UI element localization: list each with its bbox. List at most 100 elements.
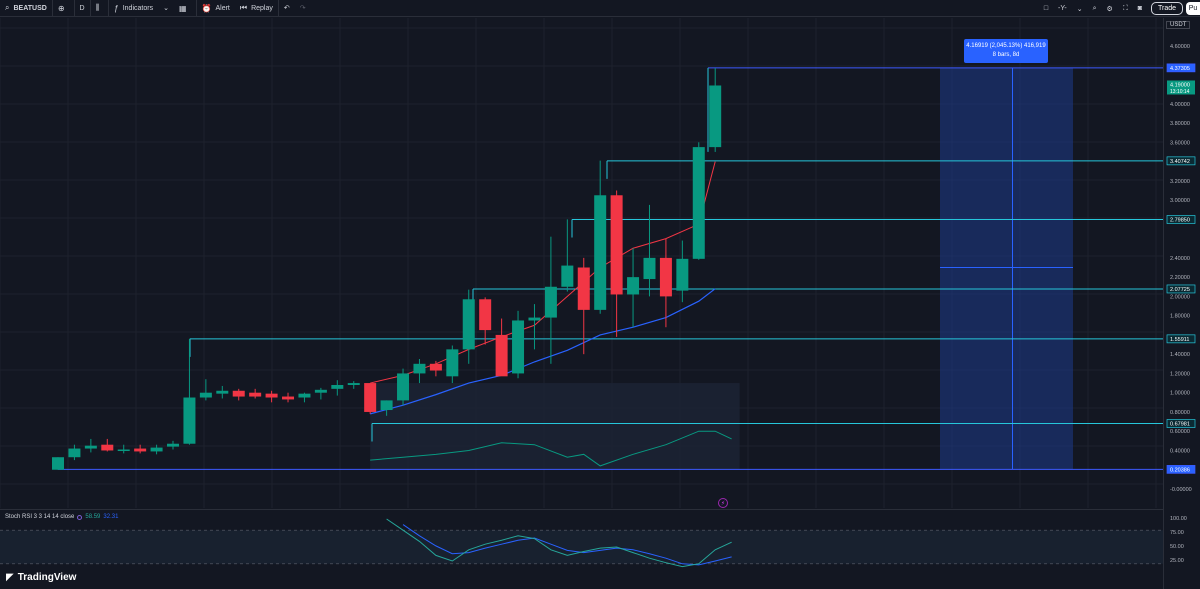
- currency-label[interactable]: USDT: [1166, 21, 1191, 29]
- candle-body: [101, 444, 114, 451]
- candle: [183, 338, 196, 445]
- candle-body: [643, 257, 656, 280]
- chevron-down-icon: ⌄: [163, 5, 169, 12]
- quick-search-button[interactable]: ⌕: [1088, 0, 1102, 17]
- event-lightning-icon[interactable]: ⚡: [718, 498, 728, 508]
- candle: [249, 388, 262, 399]
- candle: [134, 444, 147, 454]
- price-chart[interactable]: [0, 18, 1163, 508]
- candle-body: [331, 384, 344, 389]
- candle-body: [232, 390, 245, 397]
- price-level-badge: [1166, 215, 1196, 224]
- candle-body: [364, 383, 377, 412]
- symbol-search[interactable]: ⌕ BEATUSD: [0, 0, 53, 17]
- indicators-button[interactable]: ƒ Indicators: [109, 0, 158, 17]
- candle-body: [659, 257, 672, 297]
- replay-label: Replay: [251, 4, 273, 12]
- candle: [314, 387, 327, 400]
- layout-menu-button[interactable]: ⌄: [1072, 0, 1088, 17]
- price-axis-label: 4.00000: [1170, 102, 1190, 108]
- candle-body: [413, 363, 426, 374]
- candle: [282, 392, 295, 403]
- candle: [380, 400, 393, 416]
- candle-body: [84, 445, 97, 449]
- price-axis-label: 1.00000: [1170, 391, 1190, 397]
- settings-button[interactable]: ⚙: [1102, 0, 1118, 17]
- candle-body: [692, 147, 705, 259]
- snapshot-button[interactable]: ◙: [1133, 0, 1147, 17]
- indicators-menu-button[interactable]: ⌄: [158, 0, 174, 17]
- chevron-down-icon: ⌄: [1076, 5, 1083, 13]
- rewind-icon: ⏮: [239, 3, 248, 12]
- alert-label: Alert: [215, 4, 230, 12]
- interval-button[interactable]: D: [75, 0, 91, 17]
- layout-label: -Y-: [1058, 5, 1067, 12]
- candle-body: [544, 286, 557, 318]
- stoch-d-value: 32.31: [103, 514, 119, 520]
- tradingview-logo[interactable]: ◤ TradingView: [6, 572, 76, 583]
- measure-tooltip-line2: 8 bars, 8d: [992, 52, 1020, 58]
- price-chart-svg[interactable]: [0, 18, 1163, 508]
- indicator-status-icon: [77, 514, 83, 520]
- layout-name[interactable]: -Y-: [1053, 0, 1072, 17]
- candle-body: [610, 195, 623, 295]
- candle-body: [347, 383, 360, 385]
- volume-profile-area: [370, 383, 740, 469]
- undo-icon: ↶: [283, 5, 290, 12]
- candle: [709, 68, 722, 152]
- toolbar-right: □ -Y- ⌄ ⌕ ⚙ ⛶ ◙ Trade Pu: [1039, 0, 1200, 17]
- price-level-value: 1.55911: [1170, 337, 1189, 343]
- price-axis-label: 2.00000: [1170, 294, 1190, 300]
- candle-body: [577, 267, 590, 310]
- price-axis[interactable]: 4.60000 4.00000 3.80000 3.60000 3.20000 3.000…: [1163, 18, 1200, 589]
- redo-button[interactable]: ↷: [295, 0, 311, 17]
- candle-body: [429, 363, 442, 371]
- candle: [594, 160, 607, 314]
- price-level-value: 0.20386: [1170, 467, 1190, 473]
- stoch-rsi-pane[interactable]: [0, 509, 1163, 589]
- price-level-badge: [1166, 465, 1196, 474]
- candle: [528, 304, 541, 350]
- stoch-axis-label: 25.00: [1170, 558, 1184, 564]
- price-level-badge: [1166, 63, 1196, 73]
- layout-select-button[interactable]: □: [1039, 0, 1053, 17]
- candle: [52, 457, 64, 470]
- replay-button[interactable]: ⏮ Replay: [235, 0, 279, 17]
- candle-body: [528, 317, 541, 321]
- candle: [216, 385, 229, 399]
- trade-button[interactable]: Trade: [1150, 2, 1183, 15]
- candle: [364, 383, 377, 414]
- candle-body: [282, 396, 295, 400]
- price-level-value: 0.67981: [1170, 422, 1190, 428]
- price-axis-label: 4.60000: [1170, 44, 1190, 50]
- alert-button[interactable]: ⏰ Alert: [197, 0, 235, 17]
- candle: [429, 360, 442, 377]
- candle-body: [117, 449, 130, 452]
- templates-button[interactable]: ▦: [174, 0, 197, 17]
- fullscreen-button[interactable]: ⛶: [1118, 0, 1133, 17]
- candle-body: [298, 393, 311, 398]
- price-axis-label: 1.20000: [1170, 371, 1190, 377]
- price-axis-svg: 4.60000 4.00000 3.80000 3.60000 3.20000 3.000…: [1166, 44, 1196, 564]
- candle: [397, 368, 410, 406]
- measure-tooltip-line1: 4.16919 (2,045.13%) 416,919: [966, 43, 1046, 49]
- publish-button[interactable]: Pu: [1186, 2, 1200, 15]
- price-axis-label: 3.80000: [1170, 121, 1190, 127]
- stoch-k-line: [386, 518, 732, 568]
- candle-body: [183, 397, 196, 444]
- candle: [167, 440, 180, 450]
- candle: [413, 358, 426, 384]
- price-axis-label: 3.00000: [1170, 198, 1190, 204]
- price-level-badge: [1166, 156, 1196, 166]
- chart-type-button[interactable]: ⫼: [91, 0, 110, 17]
- candle-body: [495, 334, 508, 377]
- stoch-rsi-legend[interactable]: Stoch RSI 3 3 14 14 close 58.59 32.31: [5, 514, 118, 520]
- candle: [68, 444, 81, 461]
- candle-body: [134, 448, 147, 452]
- compare-button[interactable]: ⊕: [53, 0, 75, 17]
- candle: [643, 204, 656, 297]
- symbol-label: BEATUSD: [13, 4, 47, 12]
- undo-button[interactable]: ↶: [279, 0, 295, 17]
- price-axis-label: 1.40000: [1170, 352, 1190, 358]
- candle-body: [150, 447, 163, 452]
